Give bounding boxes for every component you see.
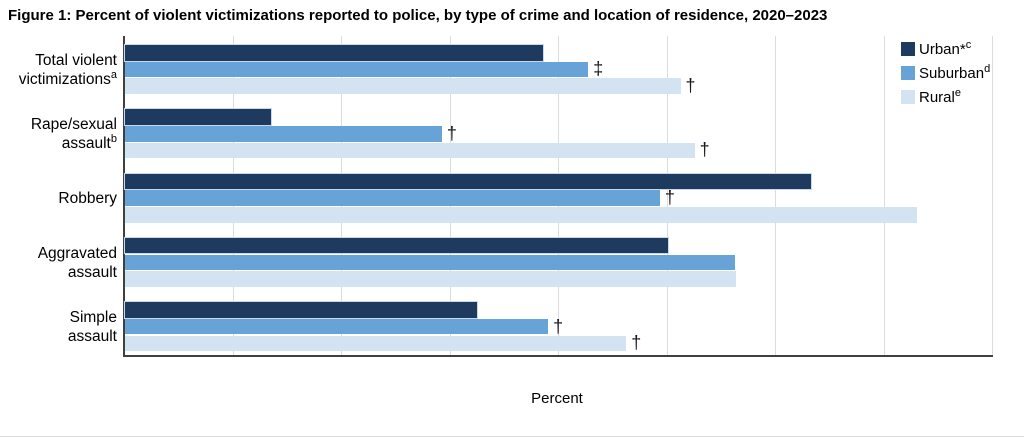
legend: Urban*c Suburband Rurale [901,37,990,109]
bar-rural-4: † [125,334,641,352]
bar-rural-2 [125,207,918,223]
category-label-4: Simple assault [67,309,117,346]
bar-suburban-1: † [125,124,457,142]
category-label-0: Total violent victimizationsa [18,52,117,88]
bar-rural-0: † [125,76,696,94]
bar-suburban-2: † [125,188,675,206]
significance-marker: † [446,123,457,144]
legend-item-urban: Urban*c [901,37,990,61]
legend-label: Suburband [919,62,991,82]
bar-suburban-3 [125,254,735,271]
significance-marker: † [664,187,675,208]
significance-marker: † [553,315,564,336]
x-axis: 01020304050607080 [0,355,1024,379]
bar-suburban-0: ‡ [125,60,603,78]
bar-urban-4 [124,301,478,319]
legend-label: Urban*c [919,38,972,58]
significance-marker: † [631,332,642,353]
category-label-2: Robbery [58,190,117,208]
significance-marker: † [685,75,696,96]
category-label-3: Aggravated assault [37,244,117,281]
bar-rural-1: † [125,141,710,159]
legend-swatch-urban [901,42,915,56]
legend-swatch-suburban [901,66,915,80]
plot-area: ‡ † † † † † † [123,36,993,357]
legend-label: Rurale [919,86,961,106]
bar-urban-2 [124,172,812,191]
legend-item-suburban: Suburband [901,61,990,85]
y-axis-category-labels: Total violent victimizationsa Rape/sexual a… [0,36,117,355]
gridline-60 [775,36,776,355]
bar-urban-3 [124,236,669,255]
chart-title: Figure 1: Percent of violent victimizati… [8,7,828,24]
legend-item-rural: Rurale [901,85,990,109]
gridline-70 [883,36,885,355]
bar-suburban-4: † [125,317,563,335]
bar-urban-0 [124,44,544,62]
x-axis-title: Percent [531,390,583,407]
bar-urban-1 [123,108,273,126]
category-label-1: Rape/sexual assaultb [30,116,117,153]
gridline-80 [992,36,993,355]
legend-swatch-rural [901,90,915,104]
significance-marker: † [699,139,710,160]
significance-marker: ‡ [593,58,604,79]
gridline-50 [666,36,668,355]
bar-rural-3 [125,271,736,287]
